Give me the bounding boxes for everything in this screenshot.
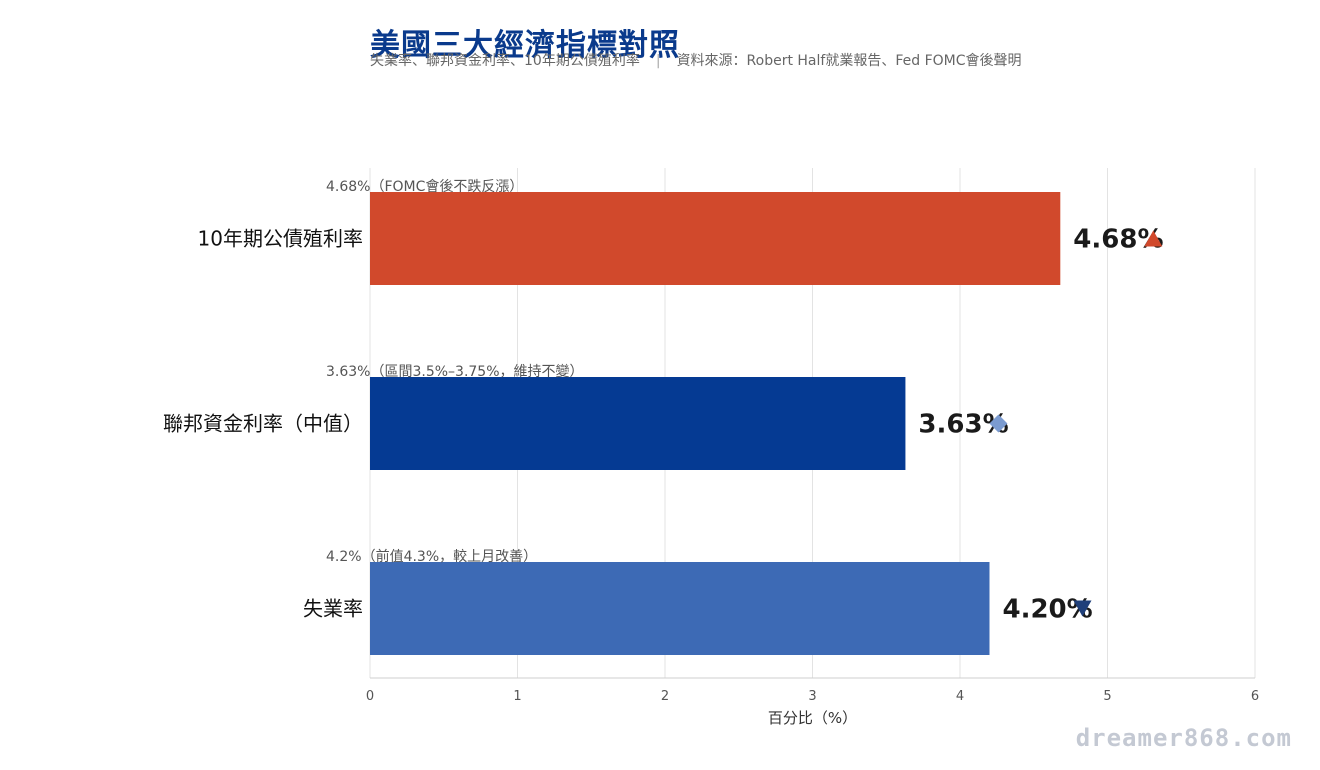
category-label: 失業率 [303, 597, 363, 621]
annotation-label: 4.2%（前值4.3%，較上月改善） [326, 548, 537, 565]
x-tick-label: 0 [366, 689, 374, 704]
x-tick-label: 5 [1103, 689, 1111, 704]
x-tick-label: 4 [956, 689, 964, 704]
chart-subtitle: 失業率、聯邦資金利率、10年期公債殖利率 | 資料來源：Robert Half就業報… [370, 50, 1022, 70]
bar [370, 192, 1061, 285]
chart-title: 美國三大經濟指標對照 [370, 28, 680, 63]
x-tick-label: 3 [808, 689, 816, 704]
triangle-down-marker [1073, 600, 1092, 617]
value-label: 4.20% [1003, 595, 1093, 625]
annotation-label: 4.68%（FOMC會後不跌反漲） [326, 179, 523, 195]
annotation-label: 3.63%（區間3.5%–3.75%，維持不變） [326, 364, 584, 380]
category-label: 10年期公債殖利率 [198, 227, 363, 251]
x-axis-title: 百分比（%） [768, 709, 857, 727]
x-tick-label: 1 [513, 689, 521, 704]
x-tick-label: 6 [1251, 689, 1259, 704]
category-label: 聯邦資金利率（中值） [163, 412, 363, 436]
subtitle-separator: | [655, 53, 661, 69]
bar [370, 562, 990, 655]
source-text: 資料來源：Robert Half就業報告、Fed FOMC會後聲明 [676, 53, 1022, 69]
x-tick-label: 2 [661, 689, 669, 704]
triangle-up-marker [1144, 230, 1163, 247]
watermark: dreamer868.com [1075, 724, 1292, 752]
bar [370, 377, 906, 470]
subtitle-text: 失業率、聯邦資金利率、10年期公債殖利率 [370, 53, 640, 69]
diamond-marker [989, 414, 1008, 433]
